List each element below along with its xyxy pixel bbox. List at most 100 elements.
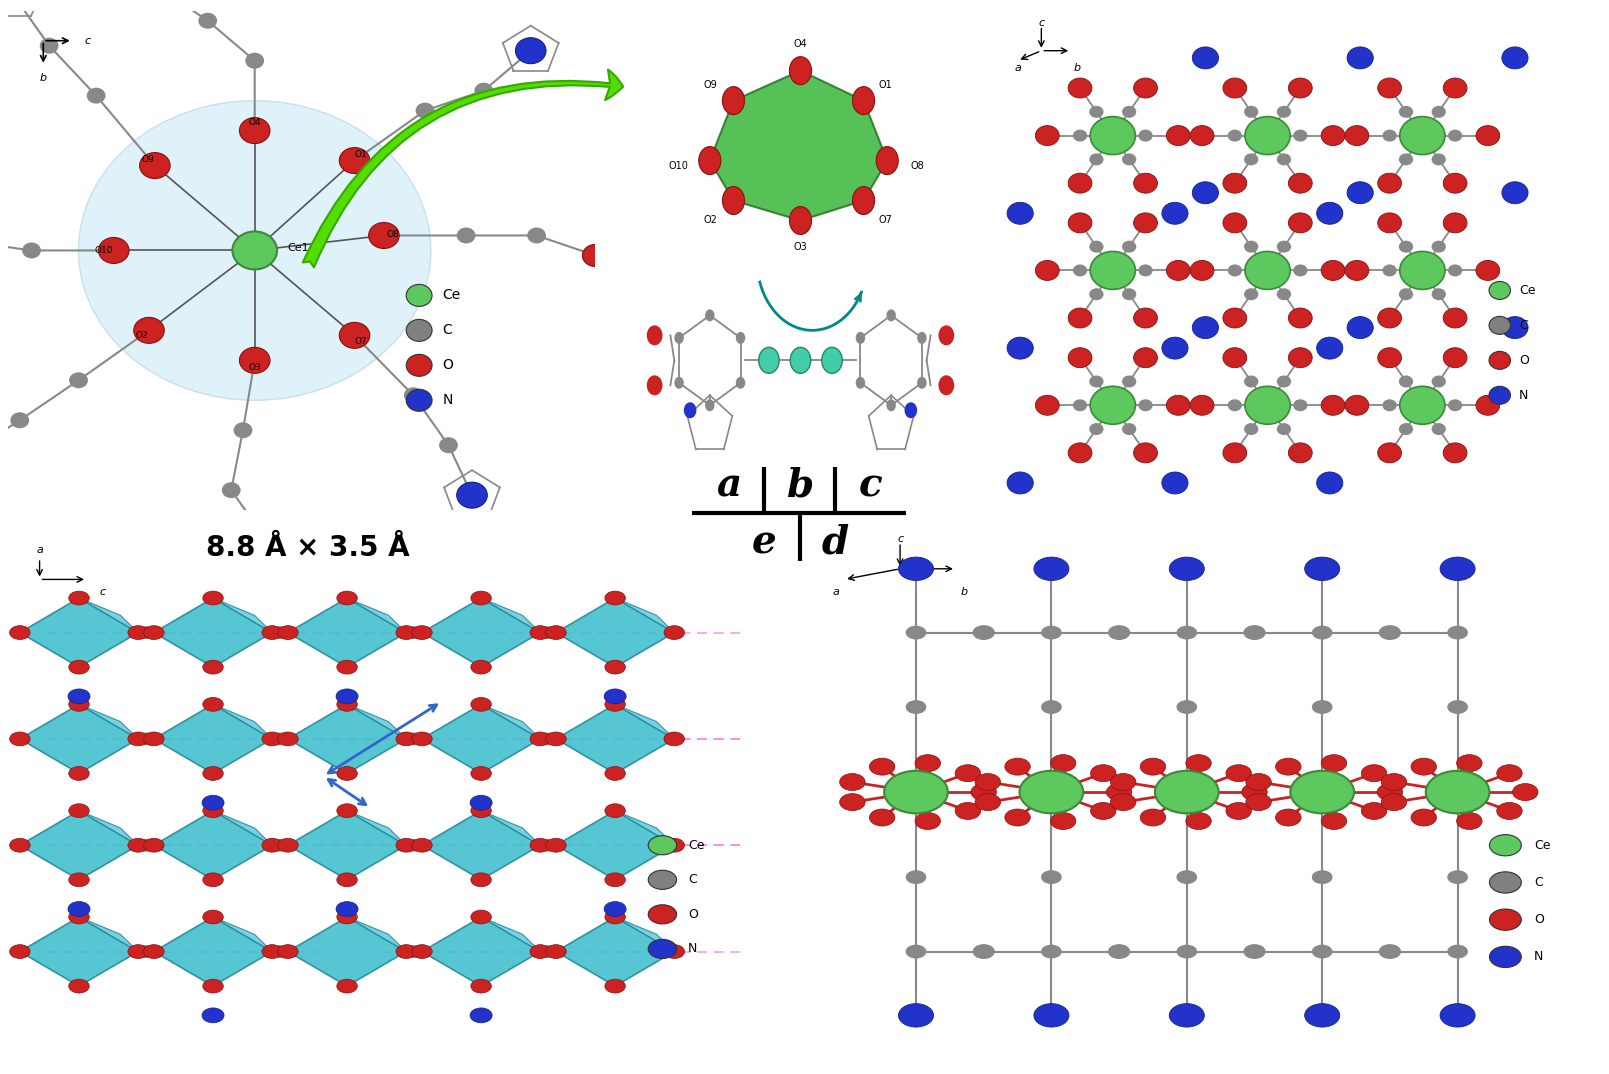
Circle shape [975, 794, 1001, 811]
Circle shape [69, 767, 88, 781]
Circle shape [1242, 784, 1268, 800]
Circle shape [1155, 771, 1218, 813]
Polygon shape [422, 598, 541, 667]
Circle shape [698, 146, 721, 175]
Circle shape [404, 732, 423, 745]
Circle shape [127, 732, 148, 745]
Circle shape [1089, 106, 1104, 118]
Circle shape [1443, 173, 1467, 193]
Text: O8: O8 [911, 161, 925, 171]
Circle shape [203, 979, 224, 993]
Circle shape [404, 839, 423, 852]
Circle shape [790, 347, 811, 374]
Polygon shape [348, 917, 405, 952]
Circle shape [972, 944, 994, 959]
Circle shape [1456, 813, 1482, 829]
Circle shape [254, 529, 280, 551]
Circle shape [528, 228, 545, 244]
Circle shape [1223, 78, 1247, 98]
Circle shape [1446, 700, 1467, 714]
Circle shape [906, 700, 927, 714]
Text: Ce: Ce [689, 839, 705, 852]
Circle shape [1134, 348, 1157, 367]
Polygon shape [557, 705, 674, 773]
Circle shape [1278, 423, 1290, 435]
Text: C: C [1533, 876, 1543, 889]
Circle shape [10, 412, 29, 429]
Circle shape [539, 945, 558, 958]
Circle shape [1171, 130, 1186, 142]
Text: O10: O10 [668, 161, 689, 171]
Circle shape [916, 755, 941, 771]
Circle shape [457, 482, 488, 508]
Text: O: O [689, 908, 698, 920]
Text: d: d [822, 523, 848, 562]
Circle shape [1007, 202, 1033, 224]
Circle shape [68, 688, 90, 703]
Circle shape [1377, 784, 1403, 800]
Circle shape [722, 87, 745, 115]
Circle shape [1068, 78, 1093, 98]
Circle shape [1490, 909, 1522, 930]
Circle shape [1446, 870, 1467, 884]
Circle shape [404, 388, 423, 403]
Circle shape [1195, 130, 1210, 142]
Text: c: c [100, 587, 106, 597]
Text: C: C [1519, 319, 1529, 332]
Circle shape [1223, 173, 1247, 193]
Polygon shape [212, 811, 272, 845]
Circle shape [877, 146, 898, 175]
Circle shape [1004, 758, 1030, 775]
Circle shape [69, 873, 88, 887]
Circle shape [270, 732, 290, 745]
Circle shape [1141, 758, 1165, 775]
Circle shape [1411, 758, 1437, 775]
Circle shape [970, 784, 996, 800]
Circle shape [1171, 400, 1186, 411]
Text: O7: O7 [879, 215, 893, 224]
Circle shape [1041, 700, 1062, 714]
Circle shape [1110, 773, 1136, 790]
Circle shape [1311, 562, 1332, 576]
Polygon shape [348, 811, 405, 845]
Polygon shape [557, 598, 674, 667]
Circle shape [1244, 944, 1266, 959]
Circle shape [1278, 288, 1290, 301]
Circle shape [1228, 217, 1242, 229]
Circle shape [906, 626, 927, 639]
Circle shape [1162, 471, 1187, 494]
Text: C: C [689, 873, 697, 886]
Circle shape [917, 332, 927, 344]
Circle shape [938, 325, 954, 346]
Polygon shape [212, 705, 272, 739]
Circle shape [545, 626, 566, 639]
Text: O7: O7 [356, 336, 368, 346]
Circle shape [917, 377, 927, 389]
Polygon shape [481, 705, 541, 739]
Circle shape [1041, 1008, 1062, 1022]
Circle shape [471, 979, 491, 993]
Circle shape [1381, 794, 1406, 811]
Polygon shape [615, 598, 674, 633]
Text: a: a [1014, 62, 1022, 73]
Circle shape [1398, 106, 1413, 118]
Circle shape [203, 697, 224, 711]
Circle shape [1400, 387, 1445, 424]
Circle shape [1228, 400, 1242, 411]
Circle shape [529, 945, 550, 958]
Polygon shape [288, 705, 405, 773]
Circle shape [1134, 442, 1157, 463]
Circle shape [1176, 1008, 1197, 1022]
Circle shape [1361, 765, 1387, 782]
Polygon shape [615, 705, 674, 739]
Text: b: b [1073, 62, 1081, 73]
Circle shape [404, 626, 423, 639]
Circle shape [1350, 400, 1364, 411]
Circle shape [1223, 308, 1247, 328]
Circle shape [1228, 447, 1242, 459]
Circle shape [40, 38, 58, 54]
Circle shape [1020, 771, 1083, 813]
Circle shape [1289, 308, 1313, 328]
Circle shape [1051, 813, 1076, 829]
Circle shape [647, 325, 663, 346]
